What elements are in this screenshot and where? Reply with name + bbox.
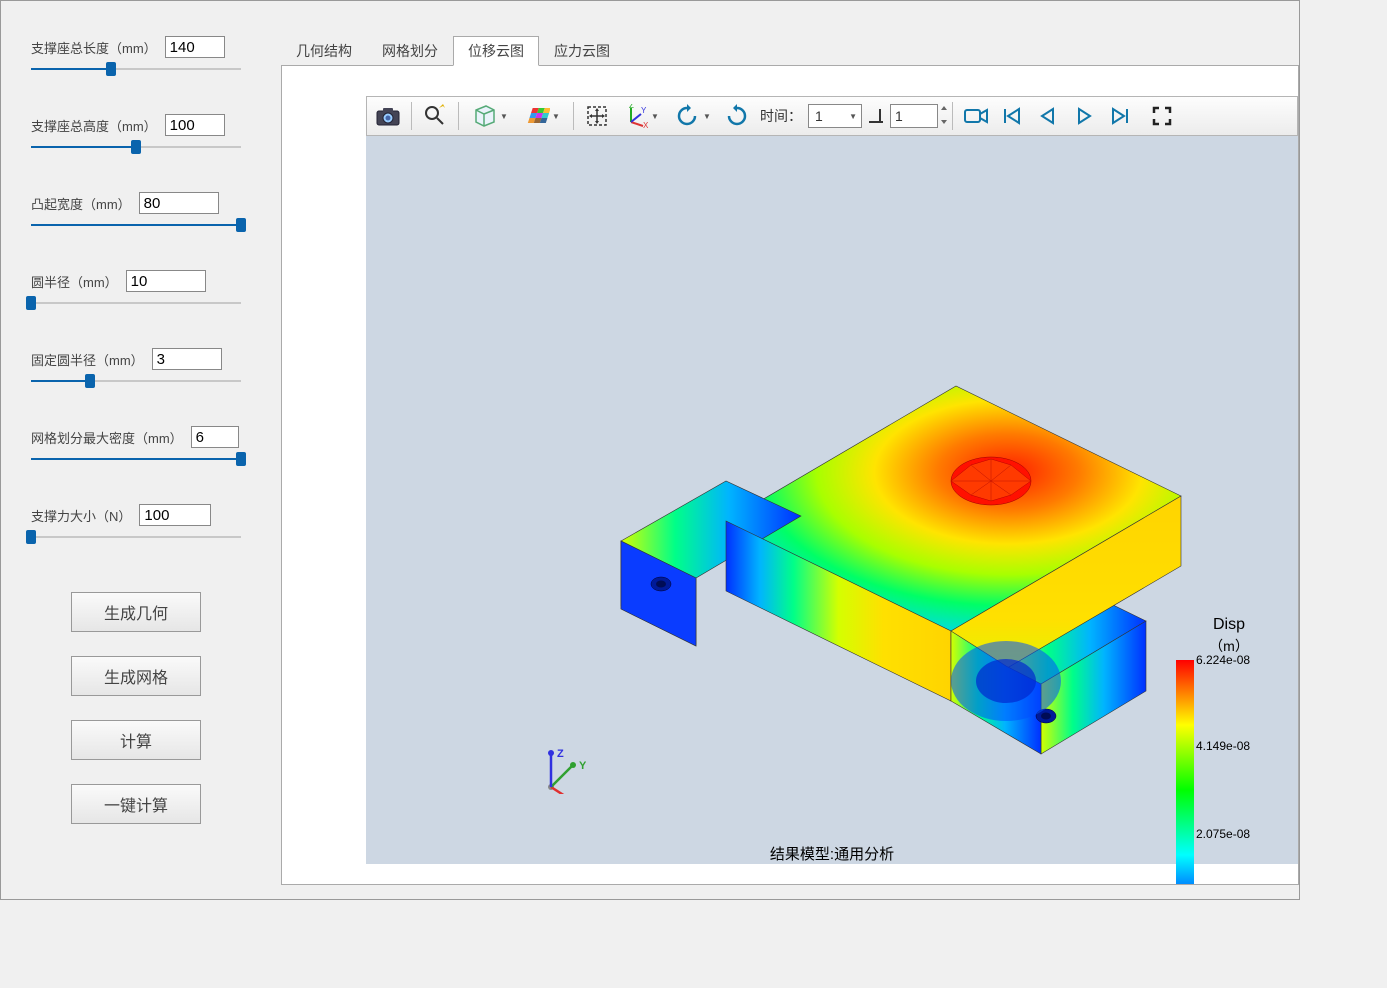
svg-text:Z: Z: [629, 104, 634, 110]
colormap-dropdown[interactable]: ▼: [517, 99, 567, 133]
separator: [952, 102, 953, 130]
compute-button[interactable]: 计算: [71, 720, 201, 760]
legend-tick: 4.149e-08: [1196, 739, 1250, 753]
separator: [458, 102, 459, 130]
param-label: 固定圆半径（mm）: [31, 350, 144, 369]
param-slider[interactable]: [31, 532, 241, 542]
param-row: 固定圆半径（mm）: [31, 348, 241, 386]
legend-tick: 2.075e-08: [1196, 827, 1250, 841]
param-input[interactable]: [165, 114, 225, 136]
param-input[interactable]: [191, 426, 239, 448]
rotate-ccw-icon[interactable]: [720, 99, 754, 133]
chevron-down-icon: ▼: [651, 112, 659, 121]
viewer-toolbar: ▼ ▼ Z XY ▼: [366, 96, 1298, 136]
legend-tick: 6.224e-08: [1196, 653, 1250, 667]
axis-triad: XYZ: [516, 724, 586, 794]
frame-value: 1: [895, 108, 903, 124]
param-label: 圆半径（mm）: [31, 272, 118, 291]
step-back-icon[interactable]: [1031, 99, 1065, 133]
param-row: 支撑力大小（N）: [31, 504, 241, 542]
tab-2[interactable]: 位移云图: [453, 36, 539, 66]
chevron-down-icon: ▼: [703, 112, 711, 121]
viewer-footer-label: 结果模型:通用分析: [770, 843, 894, 864]
app-window: 支撑座总长度（mm） 支撑座总高度（mm） 凸起宽度（mm） 圆半径（mm）: [0, 0, 1300, 900]
camera-animation-icon[interactable]: [959, 99, 993, 133]
generate-geometry-button[interactable]: 生成几何: [71, 592, 201, 632]
separator: [411, 102, 412, 130]
param-input[interactable]: [165, 36, 225, 58]
tab-0[interactable]: 几何结构: [281, 36, 367, 66]
fea-model: [526, 326, 1186, 766]
param-slider[interactable]: [31, 376, 241, 386]
svg-text:Z: Z: [557, 748, 564, 760]
main-panel: 几何结构网格划分位移云图应力云图 ▼: [271, 1, 1299, 899]
viewer-canvas[interactable]: XYZ Disp （m） 6.224e-084.149e-082.075e-08…: [366, 136, 1298, 864]
fit-view-icon[interactable]: [580, 99, 614, 133]
tab-3[interactable]: 应力云图: [539, 36, 625, 66]
tab-1[interactable]: 网格划分: [367, 36, 453, 66]
fullscreen-icon[interactable]: [1145, 99, 1179, 133]
sidebar: 支撑座总长度（mm） 支撑座总高度（mm） 凸起宽度（mm） 圆半径（mm）: [1, 1, 271, 899]
separator: [573, 102, 574, 130]
param-label: 网格划分最大密度（mm）: [31, 428, 183, 447]
rotate-cw-dropdown[interactable]: ▼: [668, 99, 718, 133]
svg-text:X: X: [643, 121, 649, 128]
time-label: 时间：: [760, 106, 802, 126]
go-last-icon[interactable]: [1103, 99, 1137, 133]
param-row: 支撑座总高度（mm）: [31, 114, 241, 152]
param-slider[interactable]: [31, 298, 241, 308]
last-frame-icon[interactable]: [864, 99, 888, 133]
chevron-down-icon: ▼: [552, 112, 560, 121]
svg-text:Y: Y: [641, 106, 647, 115]
play-icon[interactable]: [1067, 99, 1101, 133]
chevron-down-icon: ▼: [500, 112, 508, 121]
param-label: 支撑座总长度（mm）: [31, 38, 157, 57]
legend-colorbar: [1176, 660, 1194, 885]
time-value: 1: [815, 108, 823, 124]
param-row: 支撑座总长度（mm）: [31, 36, 241, 74]
param-input[interactable]: [139, 504, 211, 526]
generate-mesh-button[interactable]: 生成网格: [71, 656, 201, 696]
display-mode-dropdown[interactable]: ▼: [465, 99, 515, 133]
param-slider[interactable]: [31, 64, 241, 74]
param-label: 支撑力大小（N）: [31, 506, 131, 525]
viewer-container: ▼ ▼ ZXY ▼: [281, 65, 1299, 885]
param-row: 凸起宽度（mm）: [31, 192, 241, 230]
action-button-group: 生成几何 生成网格 计算 一键计算: [31, 592, 241, 824]
time-combo[interactable]: 1: [808, 104, 862, 128]
param-label: 支撑座总高度（mm）: [31, 116, 157, 135]
axis-view-dropdown[interactable]: Z XY ▼: [616, 99, 666, 133]
zoom-icon[interactable]: [418, 99, 452, 133]
frame-number-input[interactable]: 1: [890, 104, 938, 128]
param-slider[interactable]: [31, 220, 241, 230]
screenshot-icon[interactable]: [371, 99, 405, 133]
go-first-icon[interactable]: [995, 99, 1029, 133]
tabs: 几何结构网格划分位移云图应力云图: [271, 36, 1299, 66]
one-click-compute-button[interactable]: 一键计算: [71, 784, 201, 824]
param-input[interactable]: [126, 270, 206, 292]
param-slider[interactable]: [31, 142, 241, 152]
spinner-icon[interactable]: [940, 104, 946, 129]
param-row: 网格划分最大密度（mm）: [31, 426, 241, 464]
param-slider[interactable]: [31, 454, 241, 464]
param-row: 圆半径（mm）: [31, 270, 241, 308]
param-input[interactable]: [152, 348, 222, 370]
color-legend: Disp （m） 6.224e-084.149e-082.075e-080.00…: [1174, 616, 1284, 885]
svg-text:Y: Y: [579, 760, 586, 772]
param-input[interactable]: [139, 192, 219, 214]
legend-title: Disp: [1174, 616, 1284, 634]
param-label: 凸起宽度（mm）: [31, 194, 131, 213]
